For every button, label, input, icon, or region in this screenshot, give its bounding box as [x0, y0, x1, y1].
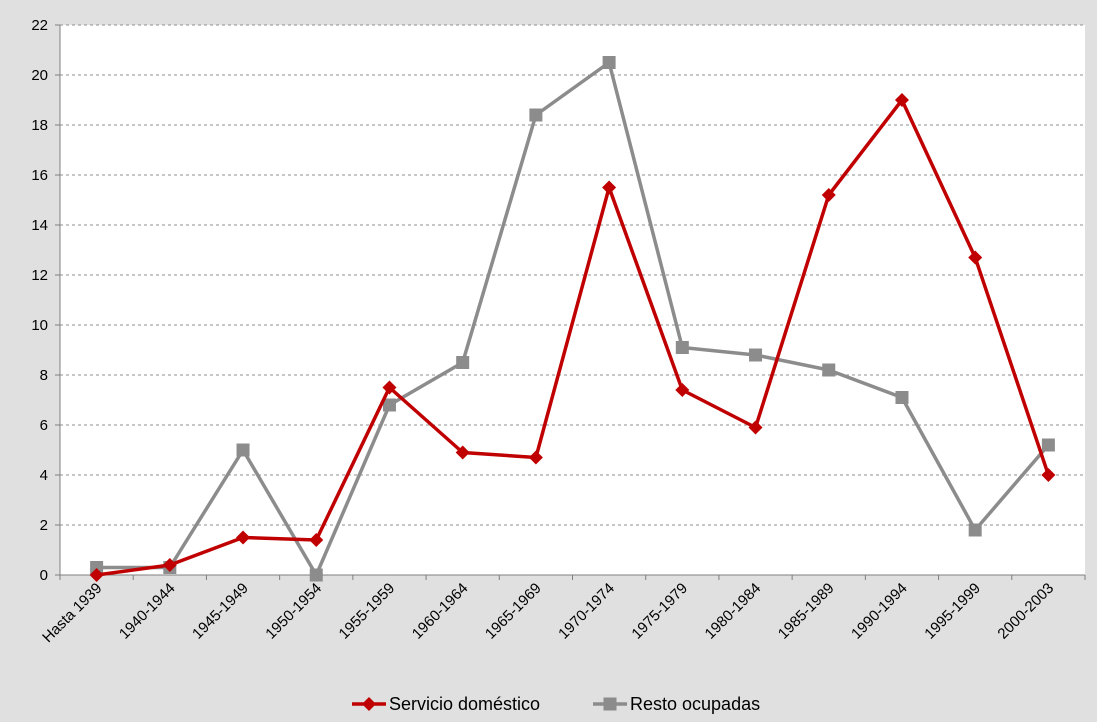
x-tick-label: 1960-1964 [409, 580, 472, 643]
y-tick-label: 14 [31, 217, 48, 234]
y-tick-labels: 0 2 4 6 8 10 12 14 16 18 20 22 [31, 17, 48, 584]
data-point [455, 445, 470, 460]
data-point [748, 420, 763, 435]
y-tick-label: 18 [31, 117, 48, 134]
data-point [675, 341, 689, 354]
data-point [382, 380, 397, 395]
data-point [89, 568, 104, 582]
x-tick-label: 1985-1989 [775, 580, 838, 643]
x-tick-label: 1970-1974 [555, 580, 618, 643]
data-point [822, 363, 836, 377]
data-point [602, 56, 616, 69]
legend: Servicio doméstico Resto ocupadas [352, 694, 760, 714]
x-tick-label: Hasta 1939 [39, 580, 105, 646]
data-point [894, 93, 909, 107]
x-tick-label: 1945-1949 [189, 580, 252, 643]
axes [55, 24, 1086, 580]
x-tick-label: 1965-1969 [482, 580, 545, 643]
y-tick-label: 12 [31, 267, 48, 284]
y-tick-label: 10 [31, 317, 48, 334]
data-point [968, 250, 983, 265]
data-point [1041, 468, 1056, 482]
x-tick-label: 2000-2003 [994, 580, 1057, 643]
series-line [96, 98, 1051, 577]
data-point [968, 523, 982, 537]
legend-label: Servicio doméstico [389, 694, 540, 714]
data-point [309, 533, 324, 547]
y-tick-label: 20 [31, 67, 48, 84]
x-tick-label: 1980-1984 [702, 580, 765, 643]
legend-label: Resto ocupadas [630, 694, 760, 714]
data-point [236, 530, 251, 545]
legend-item: Resto ocupadas [593, 694, 760, 714]
y-tick-label: 0 [40, 567, 48, 584]
data-point [162, 558, 177, 572]
data-point [895, 391, 909, 404]
x-tick-label: 1955-1959 [336, 580, 399, 643]
data-point [529, 108, 543, 122]
y-tick-label: 16 [31, 167, 48, 184]
y-tick-label: 8 [40, 367, 48, 384]
data-point [602, 180, 617, 195]
data-point [456, 356, 470, 369]
x-tick-label: 1990-1994 [848, 580, 911, 643]
x-tick-labels: Hasta 1939 1940-1944 1945-1949 1950-1954 195… [39, 580, 1057, 646]
y-tick-label: 4 [40, 467, 48, 484]
data-point [821, 188, 836, 202]
data-point [236, 443, 250, 457]
plot-area [60, 25, 1085, 575]
y-tick-label: 2 [40, 517, 48, 534]
legend-swatch-marker [362, 697, 376, 711]
x-tick-label: 1975-1979 [628, 580, 691, 643]
x-tick-label: 1995-1999 [921, 580, 984, 643]
series-group [89, 56, 1056, 582]
y-tick-label: 6 [40, 417, 48, 434]
data-point [90, 561, 104, 574]
legend-swatch-marker [603, 697, 617, 711]
data-point [528, 450, 543, 465]
series-line [96, 60, 1050, 577]
data-point [675, 383, 690, 397]
series-0 [89, 93, 1056, 582]
data-point [749, 348, 763, 362]
data-point [309, 568, 323, 582]
series-1 [90, 56, 1055, 582]
legend-item: Servicio doméstico [352, 694, 540, 714]
x-tick-label: 1940-1944 [116, 580, 179, 643]
data-point [382, 398, 396, 412]
data-point [1041, 438, 1055, 452]
x-tick-label: 1950-1954 [262, 580, 325, 643]
y-tick-label: 22 [31, 17, 48, 34]
